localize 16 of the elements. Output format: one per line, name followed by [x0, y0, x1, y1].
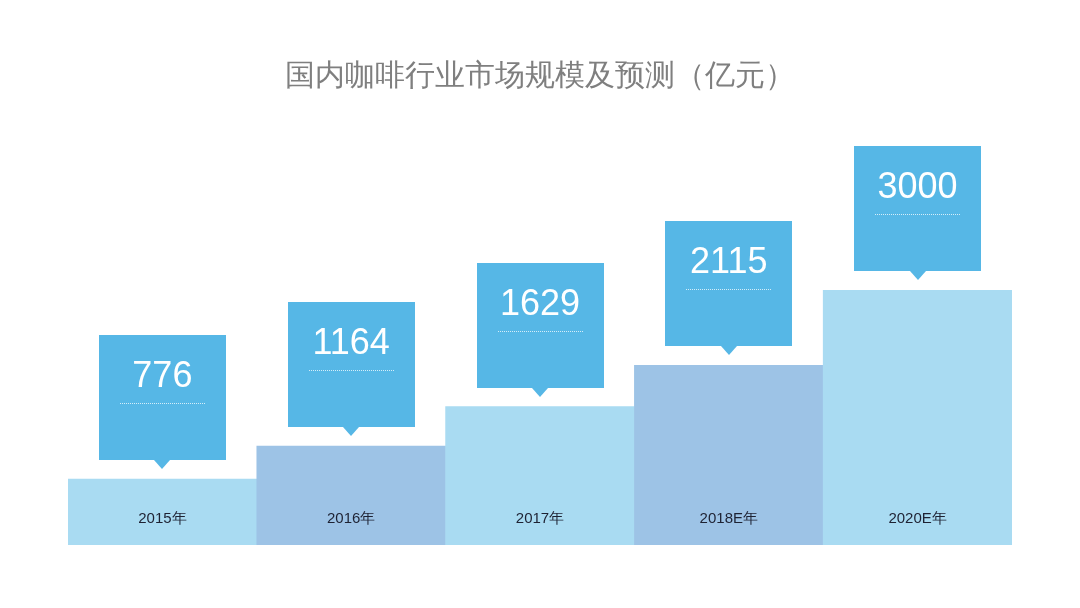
data-label: 2115 [689, 240, 769, 282]
bar [822, 290, 1012, 545]
x-tick-label: 2020E年 [888, 509, 947, 527]
bar [68, 478, 258, 545]
bar [445, 406, 635, 545]
x-tick-label: 2016年 [327, 509, 376, 527]
data-label: 3000 [876, 165, 959, 206]
x-tick-label: 2015年 [138, 509, 187, 527]
x-tick-label: 2017年 [515, 509, 565, 527]
bar [256, 445, 446, 545]
data-label: 1164 [311, 321, 391, 363]
chart-title: 国内咖啡行业市场规模及预测（亿元） [284, 56, 796, 94]
data-label: 1629 [498, 281, 582, 323]
data-label: 776 [131, 354, 194, 396]
bar [634, 364, 824, 545]
x-tick-label: 2018E年 [699, 509, 758, 527]
